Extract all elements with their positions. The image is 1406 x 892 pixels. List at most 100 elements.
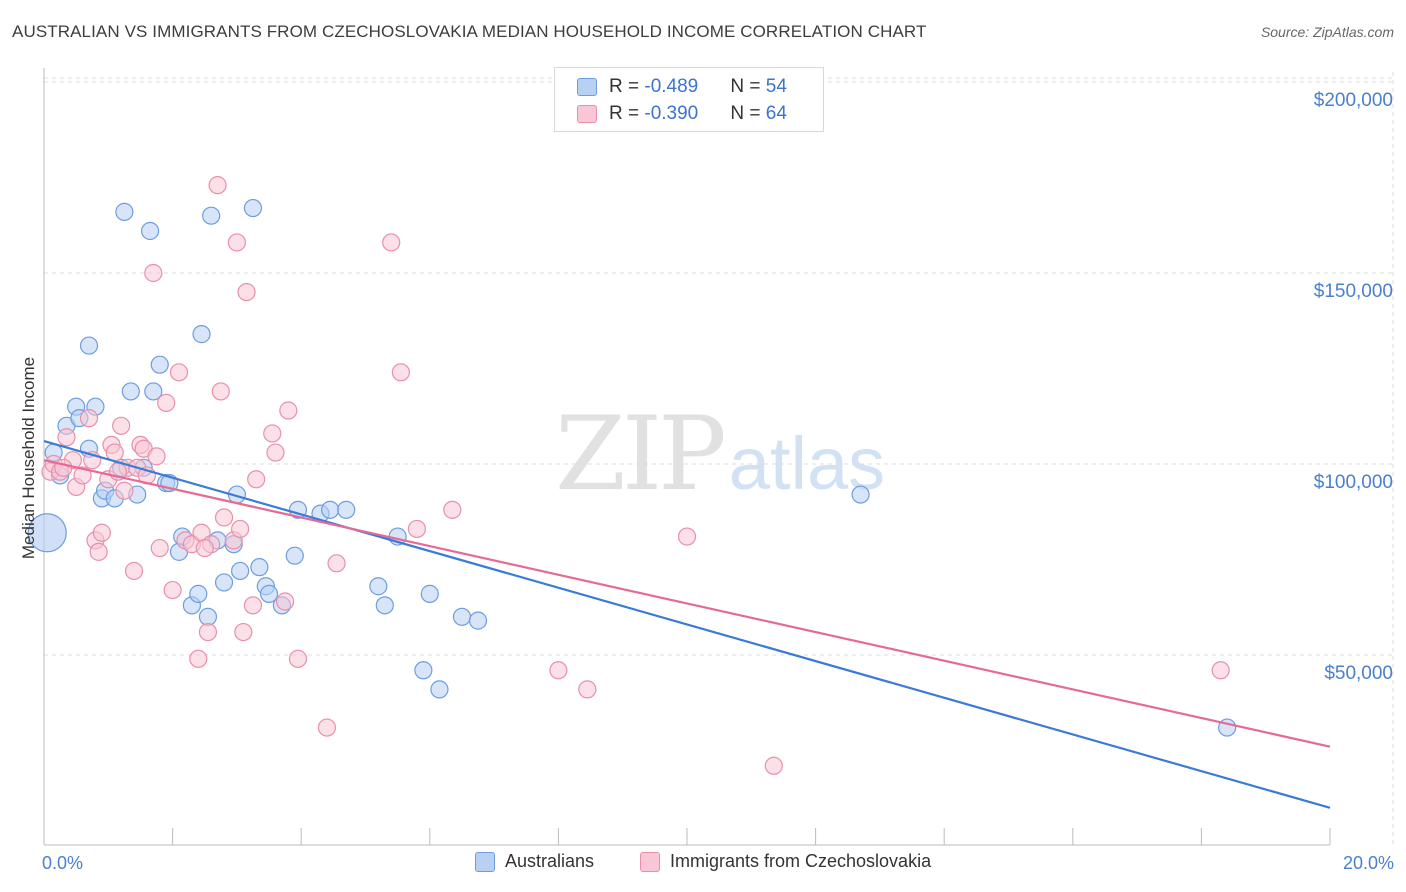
data-point bbox=[115, 202, 134, 221]
data-point bbox=[195, 538, 214, 558]
series-australians bbox=[27, 198, 1237, 737]
legend-r-label: R = bbox=[609, 103, 645, 124]
source-credit: Source: ZipAtlas.com bbox=[1260, 24, 1394, 40]
data-point bbox=[211, 382, 230, 401]
data-point bbox=[92, 523, 111, 542]
data-point bbox=[227, 233, 246, 252]
data-point bbox=[231, 519, 250, 539]
data-point bbox=[214, 573, 234, 592]
data-point bbox=[259, 584, 279, 603]
legend-swatch-pink bbox=[640, 851, 660, 872]
data-point bbox=[54, 458, 73, 477]
data-point bbox=[192, 325, 211, 344]
data-point bbox=[285, 546, 304, 565]
legend-label-australians: Australians bbox=[505, 851, 595, 871]
data-point bbox=[276, 592, 295, 611]
legend-item-immigrants[interactable]: Immigrants from Czechoslovakia bbox=[640, 851, 931, 872]
legend-row-australians: R = -0.489 N = 54 bbox=[577, 74, 787, 100]
data-point bbox=[144, 263, 163, 283]
data-point bbox=[677, 527, 697, 546]
data-point bbox=[578, 680, 597, 699]
data-point bbox=[279, 401, 298, 420]
series-immigrants-czechoslovakia bbox=[41, 176, 1230, 775]
data-point bbox=[147, 447, 166, 466]
data-point bbox=[57, 428, 76, 447]
data-point bbox=[121, 382, 140, 401]
chart-title: AUSTRALIAN VS IMMIGRANTS FROM CZECHOSLOV… bbox=[12, 22, 927, 41]
data-point bbox=[150, 538, 169, 558]
data-point bbox=[169, 363, 189, 382]
data-point bbox=[549, 661, 568, 680]
data-point bbox=[288, 649, 308, 668]
data-point bbox=[443, 500, 462, 519]
y-tick-label: $50,000 bbox=[1324, 663, 1393, 684]
data-point bbox=[157, 393, 176, 412]
legend-n-label: N = bbox=[730, 103, 766, 124]
legend-item-australians[interactable]: Australians bbox=[475, 851, 594, 872]
data-point bbox=[189, 649, 208, 668]
trend-lines bbox=[43, 440, 1331, 809]
data-point bbox=[407, 519, 427, 539]
series-legend: Australians Immigrants from Czechoslovak… bbox=[0, 851, 1406, 879]
data-point bbox=[140, 221, 160, 241]
data-point bbox=[79, 409, 99, 428]
legend-swatch-pink bbox=[577, 105, 597, 123]
data-point bbox=[27, 513, 67, 553]
legend-label-immigrants: Immigrants from Czechoslovakia bbox=[670, 851, 932, 871]
legend-r-value: -0.489 bbox=[644, 76, 699, 97]
data-point bbox=[851, 485, 870, 504]
data-point bbox=[243, 596, 263, 615]
data-point bbox=[1211, 661, 1230, 680]
data-point bbox=[189, 584, 208, 603]
watermark-zip: ZIP bbox=[555, 395, 727, 514]
data-point bbox=[250, 558, 269, 577]
data-point bbox=[430, 680, 449, 699]
data-point bbox=[375, 596, 394, 615]
data-point bbox=[163, 580, 182, 600]
data-point bbox=[247, 470, 266, 489]
data-point bbox=[150, 355, 169, 374]
data-point bbox=[237, 283, 256, 302]
legend-r-label: R = bbox=[609, 76, 645, 97]
axis-labels: $50,000 $100,000 $150,000 $200,000 0.0% 20.0%… bbox=[19, 90, 1394, 873]
watermark: ZIPatlas bbox=[555, 395, 885, 514]
data-point bbox=[89, 542, 108, 561]
data-point bbox=[234, 622, 253, 642]
data-point bbox=[208, 176, 227, 195]
data-point bbox=[115, 481, 134, 500]
y-tick-label: $200,000 bbox=[1314, 90, 1393, 111]
legend-n-value: 64 bbox=[765, 103, 787, 124]
data-point bbox=[243, 198, 263, 218]
data-point bbox=[764, 756, 783, 775]
y-tick-label: $150,000 bbox=[1314, 281, 1393, 302]
data-point bbox=[198, 607, 218, 626]
legend-n-label: N = bbox=[730, 76, 766, 97]
data-point bbox=[112, 416, 131, 435]
data-point bbox=[79, 336, 99, 355]
legend-n-value: 54 bbox=[765, 76, 787, 97]
x-tick-label-min: 0.0% bbox=[42, 853, 83, 873]
correlation-legend: R = -0.489 N = 54 R = -0.390 N = 64 bbox=[554, 67, 824, 132]
data-point bbox=[382, 233, 401, 252]
legend-r-value: -0.390 bbox=[644, 103, 699, 124]
axes bbox=[43, 68, 1331, 846]
data-point bbox=[321, 500, 340, 519]
y-axis-label: Median Household Income bbox=[19, 357, 38, 559]
data-point bbox=[452, 607, 472, 626]
legend-row-immigrants: R = -0.390 N = 64 bbox=[577, 101, 787, 127]
data-point bbox=[144, 382, 163, 401]
gridlines bbox=[44, 72, 1394, 845]
y-tick-label: $100,000 bbox=[1314, 472, 1393, 493]
data-point bbox=[266, 443, 285, 462]
legend-swatch-blue bbox=[577, 78, 597, 96]
data-point bbox=[414, 661, 433, 680]
trend-line-immigrants bbox=[43, 459, 1331, 748]
legend-swatch-blue bbox=[475, 851, 495, 872]
data-point bbox=[73, 466, 92, 485]
data-point bbox=[369, 577, 388, 596]
data-point bbox=[327, 554, 346, 573]
data-point bbox=[231, 561, 250, 581]
data-point bbox=[214, 508, 234, 527]
data-point bbox=[202, 206, 221, 225]
